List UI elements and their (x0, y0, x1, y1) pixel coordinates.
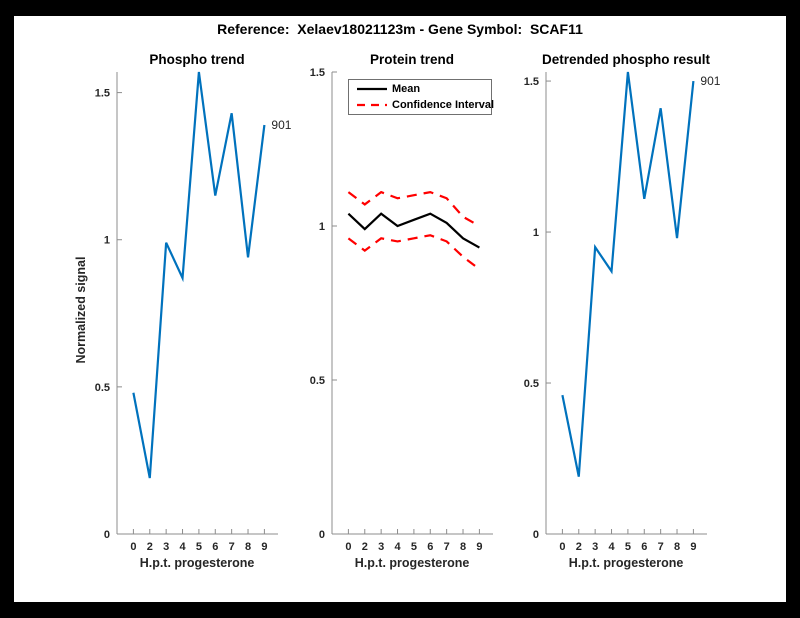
x-tick-label: 7 (229, 541, 235, 553)
y-tick-label: 0 (533, 529, 539, 541)
figure-canvas: Reference: Xelaev18021123m - Gene Symbol… (14, 16, 786, 602)
y-tick-label: 1.5 (310, 67, 325, 79)
x-tick-label: 4 (608, 541, 615, 553)
x-tick-label: 7 (658, 541, 664, 553)
x-axis-label: H.p.t. progesterone (139, 556, 255, 570)
x-tick-label: 8 (245, 541, 251, 553)
x-tick-label: 8 (460, 541, 466, 553)
phospho-trend-plot: 00.511.50 2 3 4 5 6 7 8 9 901 (95, 71, 292, 553)
y-tick-label: 0 (319, 529, 325, 541)
x-tick-label: 4 (179, 541, 186, 553)
series-line (347, 190, 480, 227)
series-end-label: 901 (700, 74, 720, 88)
legend-label-confidence-interval: Confidence Interval (392, 99, 495, 111)
x-tick-label: 8 (674, 541, 680, 553)
mean-line-sample (357, 87, 387, 91)
legend-item-confidence-interval: Confidence Interval (354, 98, 495, 113)
series-line (347, 212, 480, 249)
y-tick-label: 1 (104, 235, 110, 247)
series-line (132, 71, 266, 479)
series-end-label: 901 (271, 118, 291, 132)
x-tick-label: 2 (362, 541, 368, 553)
y-tick-label: 1 (533, 227, 539, 239)
y-tick-label: 0.5 (524, 378, 539, 390)
x-tick-label: 2 (576, 541, 582, 553)
y-tick-label: 0 (104, 529, 110, 541)
x-tick-label: 3 (378, 541, 384, 553)
x-tick-label: 9 (476, 541, 482, 553)
legend-label-mean: Mean (392, 83, 421, 95)
legend: Mean Confidence Interval (348, 79, 495, 115)
x-tick-label: 4 (394, 541, 401, 553)
x-tick-label: 6 (427, 541, 433, 553)
x-tick-label: 3 (163, 541, 169, 553)
x-axis-label: H.p.t. progesterone (354, 556, 470, 570)
x-tick-label: 6 (212, 541, 218, 553)
x-tick-label: 2 (147, 541, 153, 553)
y-tick-label: 1 (319, 221, 325, 233)
subplot-title-protein: Protein trend (369, 52, 454, 67)
y-tick-label: 0.5 (310, 375, 325, 387)
x-tick-label: 9 (261, 541, 267, 553)
legend-item-mean: Mean (354, 82, 491, 97)
subplot-title-detrended: Detrended phospho result (541, 52, 710, 67)
x-tick-label: 6 (641, 541, 647, 553)
series-line (561, 71, 695, 477)
x-tick-label: 9 (690, 541, 696, 553)
detrended-phospho-plot: 00.511.50 2 3 4 5 6 7 8 9 901 (524, 71, 721, 553)
x-tick-label: 0 (559, 541, 565, 553)
y-tick-label: 1.5 (95, 88, 110, 100)
series-line (347, 234, 481, 270)
y-tick-label: 0.5 (95, 382, 110, 394)
x-tick-label: 7 (444, 541, 450, 553)
protein-trend-plot: 00.511.50 2 3 4 5 6 7 8 9 (310, 67, 493, 553)
x-tick-label: 5 (411, 541, 417, 553)
subplot-title-phospho: Phospho trend (149, 52, 245, 67)
x-axis-label: H.p.t. progesterone (568, 556, 684, 570)
x-tick-label: 3 (592, 541, 598, 553)
x-tick-label: 0 (130, 541, 136, 553)
confidence-interval-line-sample (357, 103, 387, 107)
y-tick-label: 1.5 (524, 76, 539, 88)
x-tick-label: 0 (345, 541, 351, 553)
figure-title: Reference: Xelaev18021123m - Gene Symbol… (217, 21, 583, 37)
x-tick-label: 5 (625, 541, 631, 553)
x-tick-label: 5 (196, 541, 202, 553)
